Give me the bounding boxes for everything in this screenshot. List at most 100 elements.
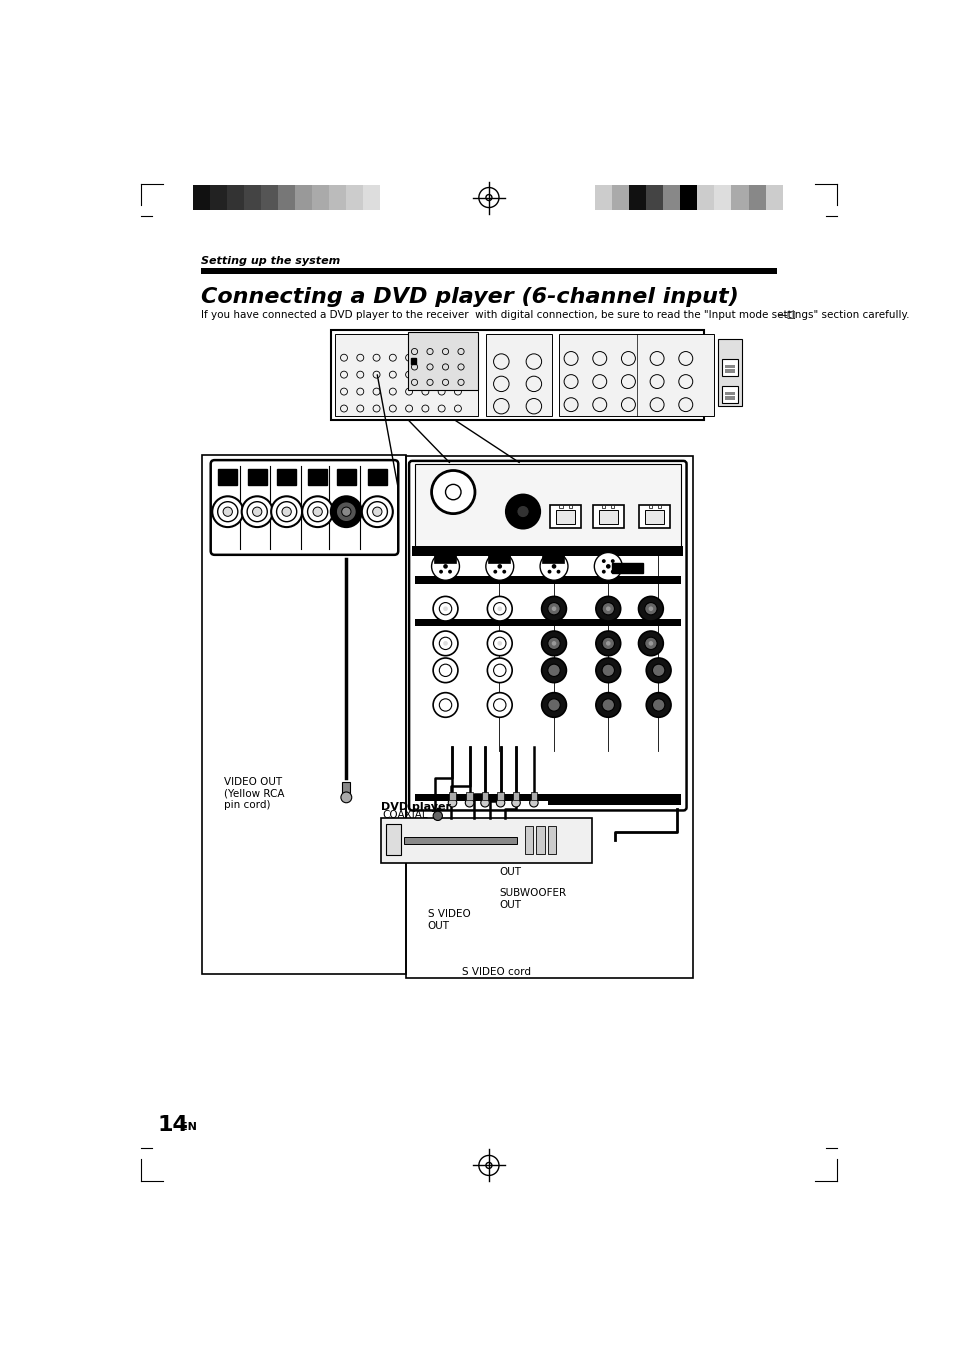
Bar — [648, 505, 651, 508]
Bar — [724, 365, 734, 369]
Circle shape — [539, 553, 567, 580]
Bar — [248, 469, 266, 485]
Circle shape — [438, 570, 442, 574]
Bar — [542, 551, 563, 562]
Bar — [485, 334, 551, 416]
Circle shape — [556, 570, 559, 574]
FancyBboxPatch shape — [211, 461, 397, 555]
Bar — [488, 551, 509, 562]
Circle shape — [438, 559, 442, 563]
Bar — [524, 825, 533, 854]
FancyBboxPatch shape — [409, 461, 686, 811]
Bar — [724, 396, 734, 400]
Bar — [244, 185, 261, 209]
Circle shape — [605, 642, 610, 646]
Circle shape — [541, 631, 566, 655]
Bar — [714, 185, 731, 209]
Circle shape — [493, 570, 497, 574]
Circle shape — [282, 507, 291, 516]
Circle shape — [487, 658, 512, 682]
Bar — [412, 546, 682, 557]
Bar — [598, 511, 617, 524]
Circle shape — [502, 570, 506, 574]
Circle shape — [433, 596, 457, 621]
Circle shape — [487, 693, 512, 717]
Circle shape — [493, 603, 505, 615]
Bar — [645, 185, 662, 209]
Bar — [335, 334, 477, 416]
Bar — [308, 469, 327, 485]
Bar — [336, 469, 355, 485]
Bar — [731, 185, 748, 209]
Bar — [601, 505, 604, 508]
Circle shape — [431, 470, 475, 513]
Circle shape — [596, 596, 620, 621]
Circle shape — [648, 642, 653, 646]
Bar — [415, 793, 680, 801]
Circle shape — [645, 693, 670, 717]
Circle shape — [547, 559, 551, 563]
Bar — [724, 369, 734, 373]
Circle shape — [601, 559, 605, 563]
Circle shape — [448, 559, 452, 563]
Bar — [415, 577, 680, 584]
Circle shape — [652, 665, 664, 677]
Bar — [611, 505, 614, 508]
Circle shape — [601, 603, 614, 615]
Circle shape — [439, 665, 452, 677]
Circle shape — [443, 565, 447, 569]
Circle shape — [601, 638, 614, 650]
Bar — [612, 185, 629, 209]
Circle shape — [601, 665, 614, 677]
Circle shape — [443, 642, 447, 646]
Circle shape — [276, 501, 296, 521]
Bar — [408, 332, 477, 390]
Bar — [410, 358, 416, 363]
Circle shape — [547, 603, 559, 615]
Circle shape — [439, 603, 452, 615]
Circle shape — [502, 559, 506, 563]
Circle shape — [271, 496, 302, 527]
Circle shape — [497, 565, 501, 569]
Circle shape — [551, 565, 556, 569]
Circle shape — [487, 596, 512, 621]
Circle shape — [443, 607, 447, 611]
Circle shape — [212, 496, 243, 527]
Bar — [595, 185, 612, 209]
Text: Setting up the system: Setting up the system — [200, 257, 339, 266]
Bar — [294, 185, 312, 209]
Text: SUBWOOFER
OUT: SUBWOOFER OUT — [498, 888, 565, 909]
Bar — [329, 185, 346, 209]
Circle shape — [493, 665, 505, 677]
Circle shape — [497, 607, 501, 611]
Circle shape — [541, 693, 566, 717]
Bar — [363, 185, 380, 209]
Bar — [556, 511, 575, 524]
Circle shape — [223, 507, 233, 516]
Circle shape — [505, 494, 539, 528]
Bar — [645, 511, 663, 524]
Bar — [662, 185, 679, 209]
Circle shape — [605, 607, 610, 611]
Circle shape — [517, 505, 529, 517]
Circle shape — [496, 798, 504, 807]
Bar — [385, 824, 401, 855]
Bar — [406, 457, 692, 978]
Text: S VIDEO cord: S VIDEO cord — [461, 967, 531, 977]
Bar — [550, 505, 580, 528]
Bar — [536, 825, 544, 854]
Bar — [277, 469, 295, 485]
Text: S VIDEO
OUT: S VIDEO OUT — [427, 909, 470, 931]
Circle shape — [439, 638, 452, 650]
Circle shape — [511, 798, 519, 807]
Circle shape — [367, 501, 387, 521]
Circle shape — [594, 553, 621, 580]
Circle shape — [373, 507, 381, 516]
Text: —□: —□ — [778, 309, 796, 320]
Circle shape — [247, 501, 267, 521]
Circle shape — [648, 607, 653, 611]
Circle shape — [610, 559, 614, 563]
Bar — [278, 185, 294, 209]
Bar — [547, 798, 680, 805]
Text: DVD player: DVD player — [381, 802, 451, 812]
